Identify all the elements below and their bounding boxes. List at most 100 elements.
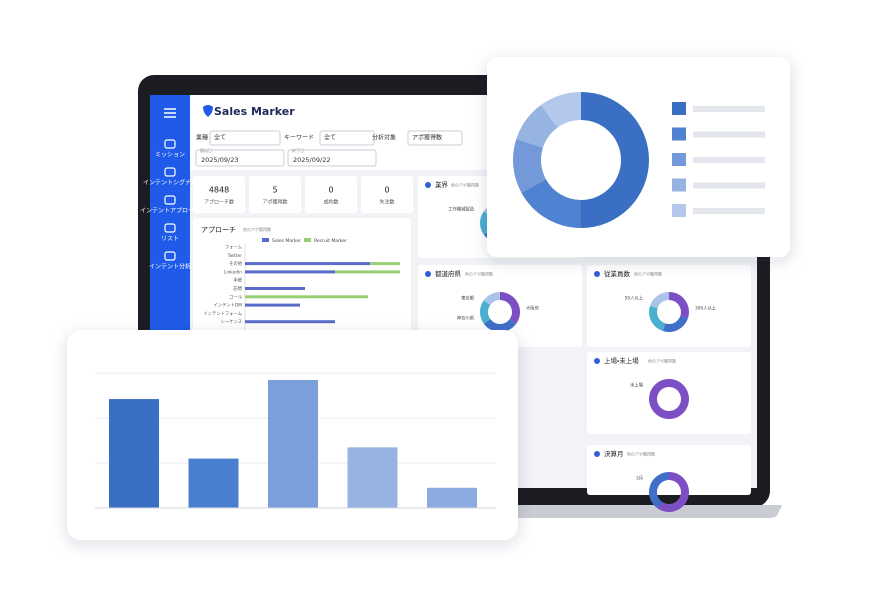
sidebar-icon [164, 223, 176, 233]
bar-segment [245, 320, 335, 324]
legend-placeholder [693, 208, 765, 214]
chart-card [193, 218, 411, 338]
kpi-value: 0 [328, 186, 333, 195]
sidebar-item[interactable]: インテントアプローチ [140, 208, 200, 215]
logo: Sales Marker [214, 105, 295, 118]
menu-icon [164, 108, 176, 118]
panel-label: 300人以上 [695, 305, 717, 312]
panel-label: 未上場 [630, 382, 644, 389]
donut-chart [513, 92, 765, 228]
panel-title: 業界 [435, 180, 449, 189]
filter-value: アポ獲得数 [412, 134, 442, 142]
donut-slice [483, 319, 517, 333]
panel-label: 3月 [636, 476, 643, 482]
legend-label: Sales Marker [272, 238, 301, 244]
panel [587, 352, 751, 434]
panel-subtitle: 他のアポ獲得数 [627, 451, 655, 457]
date-input[interactable] [195, 149, 285, 167]
logo-icon [203, 105, 213, 117]
kpi-card [305, 176, 357, 213]
legend-swatch [304, 238, 311, 242]
bar-segment [245, 295, 368, 299]
category-label: LinkedIn [224, 269, 242, 275]
kpi-value: 4848 [209, 186, 229, 195]
panel-label: 神奈川県 [457, 315, 475, 322]
bar-segment [335, 270, 400, 274]
bar [109, 399, 159, 508]
bar-segment [245, 262, 370, 266]
filter-value: 全て [214, 134, 226, 142]
kpi-card [249, 176, 301, 213]
panel-icon [594, 271, 600, 277]
sidebar-item[interactable]: インテント分析 [149, 263, 191, 271]
donut-slice [649, 292, 669, 309]
donut-slice [541, 92, 581, 128]
category-label: 訪問 [233, 285, 242, 292]
panel-subtitle: 他のアポ獲得数 [465, 271, 493, 277]
donut-slice [649, 472, 669, 509]
bar-segment [245, 270, 335, 274]
panel-label: 工作機械製造 [448, 206, 474, 213]
filter-label: 分析対象 [372, 134, 396, 142]
legend-swatch [672, 153, 686, 166]
donut-slice [662, 315, 689, 332]
kpi-label: 成約数 [323, 199, 338, 206]
category-label: インテントDM [214, 303, 243, 309]
panel-label: 50人以上 [625, 295, 644, 302]
date-value: 2025/09/22 [293, 156, 330, 164]
legend-swatch [262, 238, 269, 242]
sidebar-item[interactable]: インテントシグナル [143, 179, 197, 187]
category-label: その他 [229, 260, 243, 267]
bar-segment [245, 303, 300, 307]
filter-select[interactable] [407, 130, 463, 146]
panel-title: 決算月 [604, 449, 624, 458]
date-value: 2025/09/23 [201, 156, 238, 164]
legend-placeholder [693, 182, 765, 189]
bar-segment [245, 287, 305, 290]
donut-slice [521, 179, 581, 228]
filter-select[interactable] [319, 130, 375, 146]
filter-label: キーワード [284, 135, 314, 142]
kpi-card [361, 176, 413, 213]
legend-placeholder [693, 131, 765, 138]
donut-slice [657, 472, 690, 512]
donut-slice [669, 292, 689, 319]
donut-slice [513, 138, 546, 193]
category-label: Twitter [227, 253, 243, 259]
filter-select[interactable] [209, 130, 281, 146]
donut-slice [649, 305, 666, 332]
sidebar-icon [164, 195, 176, 205]
sidebar-item[interactable]: ミッション [155, 152, 185, 159]
category-label: 手紙 [233, 277, 242, 284]
legend-label: Recruit Marker [314, 238, 347, 244]
donut-slice [648, 379, 689, 419]
bar [188, 458, 239, 508]
panel [587, 265, 751, 347]
category-label: シーケンス [221, 318, 242, 325]
kpi-label: アポ獲得数 [262, 199, 287, 206]
bar [268, 379, 318, 508]
legend-placeholder [693, 106, 765, 112]
panel-title: 上場・未上場 [604, 356, 639, 365]
date-input[interactable] [287, 149, 377, 167]
chart-subtitle: 他のアポ獲得数 [243, 226, 271, 232]
sidebar-icon [164, 167, 176, 177]
bar-segment [370, 262, 400, 266]
panel-icon [425, 182, 431, 188]
legend-swatch [672, 204, 686, 217]
sidebar-item[interactable]: リスト [161, 236, 179, 243]
sidebar-icon [164, 139, 176, 149]
filter-label: 業種 [196, 134, 208, 142]
donut-slice [500, 292, 521, 324]
donut-slice [581, 92, 649, 228]
panel-label: 東京都 [461, 295, 475, 302]
donut-slice [483, 292, 500, 305]
category-label: インテントフォーム [203, 311, 242, 317]
kpi-value: 5 [272, 186, 277, 195]
panel-title: 都道府県 [435, 269, 462, 278]
legend-swatch [672, 178, 686, 192]
filters: 業種 全て キーワード 全て 分析対象 アポ獲得数開始日2025/09/23終了日2025… [195, 130, 463, 167]
